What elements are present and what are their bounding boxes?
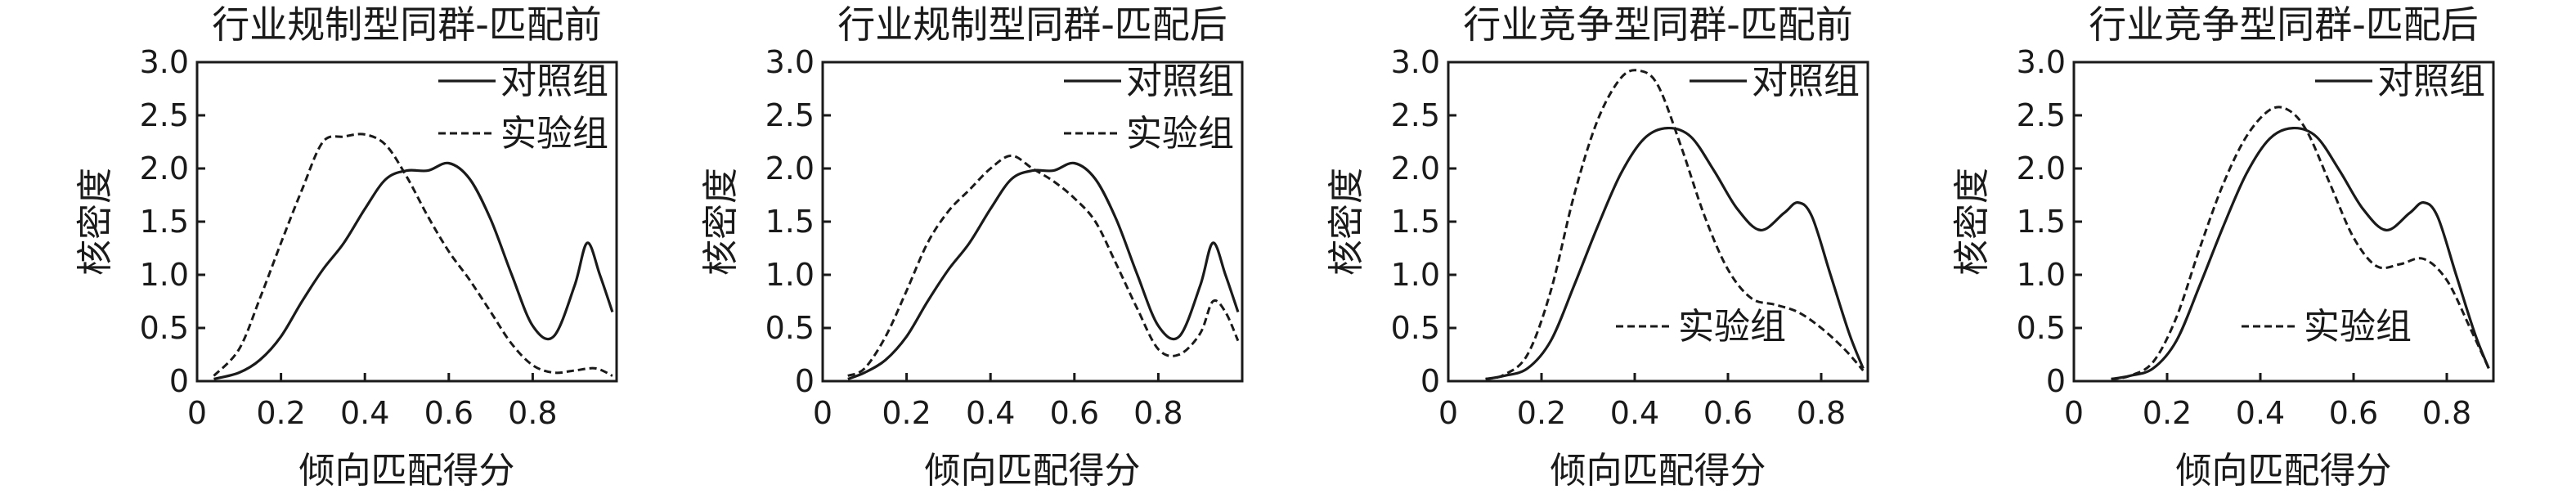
series-line-control bbox=[847, 161, 1240, 380]
legend-label: 实验组 bbox=[2304, 306, 2412, 348]
y-tick-label: 3.0 bbox=[2017, 44, 2066, 80]
legend-label: 实验组 bbox=[1126, 113, 1234, 155]
legend-label: 实验组 bbox=[1678, 306, 1786, 348]
x-tick-label: 0.8 bbox=[508, 395, 557, 431]
y-tick-label: 2.0 bbox=[2017, 150, 2066, 186]
x-tick-label: 0 bbox=[2064, 395, 2084, 431]
x-tick-label: 0.2 bbox=[256, 395, 305, 431]
series-line-control bbox=[2111, 126, 2490, 380]
series-line-treatment bbox=[847, 154, 1240, 377]
x-tick-label: 0 bbox=[1438, 395, 1458, 431]
y-tick-label: 3.0 bbox=[140, 44, 189, 80]
x-tick-label: 0.2 bbox=[882, 395, 931, 431]
y-tick-label: 0 bbox=[2046, 363, 2066, 399]
series-line-control bbox=[213, 161, 614, 380]
x-tick-label: 0 bbox=[813, 395, 832, 431]
series-line-treatment bbox=[2111, 106, 2490, 380]
x-tick-label: 0.8 bbox=[1133, 395, 1183, 431]
y-tick-label: 2.0 bbox=[140, 150, 189, 186]
x-tick-label: 0.4 bbox=[966, 395, 1015, 431]
y-axis-label: 核密度 bbox=[74, 168, 116, 276]
series-line-control bbox=[1485, 126, 1865, 380]
y-axis-label: 核密度 bbox=[700, 168, 742, 276]
y-tick-label: 2.5 bbox=[140, 97, 189, 133]
legend-label: 对照组 bbox=[2377, 61, 2485, 102]
x-tick-label: 0.4 bbox=[340, 395, 389, 431]
x-tick-label: 0.6 bbox=[2329, 395, 2378, 431]
chart-title: 行业规制型同群-匹配前 bbox=[212, 2, 602, 47]
chart-title: 行业竞争型同群-匹配后 bbox=[2089, 2, 2479, 47]
chart-panel-2: 行业规制型同群-匹配后 0 0.5 1.0 1.5 2.0 2.5 3.0 0 0.2 0.4 0.6… bbox=[700, 2, 1244, 492]
plot-frame bbox=[821, 61, 1244, 383]
x-tick-label: 0.8 bbox=[2422, 395, 2471, 431]
y-tick-label: 1.0 bbox=[1391, 257, 1440, 293]
y-tick-label: 0 bbox=[169, 363, 189, 399]
plot-frame bbox=[2072, 61, 2495, 383]
legend-label: 对照组 bbox=[1752, 61, 1860, 102]
chart-title: 行业规制型同群-匹配后 bbox=[837, 2, 1227, 47]
y-tick-label: 2.5 bbox=[2017, 97, 2066, 133]
chart-title: 行业竞争型同群-匹配前 bbox=[1463, 2, 1853, 47]
x-tick-label: 0.8 bbox=[1797, 395, 1846, 431]
x-axis-label: 倾向匹配得分 bbox=[299, 450, 515, 492]
y-tick-label: 3.0 bbox=[765, 44, 815, 80]
x-tick-label: 0.4 bbox=[2236, 395, 2285, 431]
x-axis-label: 倾向匹配得分 bbox=[2176, 450, 2392, 492]
y-tick-label: 2.0 bbox=[1391, 150, 1440, 186]
y-tick-label: 0 bbox=[795, 363, 815, 399]
series-line-treatment bbox=[213, 132, 613, 377]
x-tick-label: 0.2 bbox=[2143, 395, 2192, 431]
y-tick-label: 1.5 bbox=[140, 204, 189, 240]
y-tick-label: 0.5 bbox=[765, 310, 815, 346]
y-tick-label: 1.5 bbox=[765, 204, 815, 240]
y-tick-label: 1.0 bbox=[140, 257, 189, 293]
legend-label: 实验组 bbox=[500, 113, 608, 155]
plot-frame bbox=[195, 61, 618, 383]
plot-frame bbox=[1447, 61, 1869, 383]
y-tick-label: 0 bbox=[1420, 363, 1440, 399]
x-tick-label: 0.4 bbox=[1610, 395, 1659, 431]
y-tick-label: 3.0 bbox=[1391, 44, 1440, 80]
y-tick-label: 0.5 bbox=[2017, 310, 2066, 346]
y-tick-label: 2.0 bbox=[765, 150, 815, 186]
legend-label: 对照组 bbox=[500, 61, 608, 102]
y-tick-label: 1.0 bbox=[2017, 257, 2066, 293]
chart-panel-4: 行业竞争型同群-匹配后 0 0.5 1.0 1.5 2.0 2.5 3.0 0 0.2 0.4 0.6… bbox=[1951, 2, 2495, 492]
x-axis-label: 倾向匹配得分 bbox=[925, 450, 1141, 492]
x-tick-label: 0.6 bbox=[1050, 395, 1099, 431]
x-tick-label: 0.2 bbox=[1517, 395, 1566, 431]
y-tick-label: 0.5 bbox=[1391, 310, 1440, 346]
y-tick-label: 2.5 bbox=[1391, 97, 1440, 133]
y-tick-label: 1.5 bbox=[2017, 204, 2066, 240]
y-tick-label: 1.0 bbox=[765, 257, 815, 293]
series-line-treatment bbox=[1485, 69, 1865, 380]
y-axis-label: 核密度 bbox=[1326, 168, 1367, 276]
y-tick-label: 2.5 bbox=[765, 97, 815, 133]
x-tick-label: 0 bbox=[187, 395, 207, 431]
chart-panel-3: 行业竞争型同群-匹配前 0 0.5 1.0 1.5 2.0 2.5 3.0 0 0.2 0.4 0.6… bbox=[1326, 2, 1869, 492]
x-tick-label: 0.6 bbox=[424, 395, 473, 431]
y-tick-label: 1.5 bbox=[1391, 204, 1440, 240]
y-tick-label: 0.5 bbox=[140, 310, 189, 346]
legend-label: 对照组 bbox=[1126, 61, 1234, 102]
chart-panel-1: 行业规制型同群-匹配前 0 0.5 1.0 1.5 2.0 2.5 3.0 0 0.2 0.4 0.6… bbox=[74, 2, 618, 492]
x-axis-label: 倾向匹配得分 bbox=[1551, 450, 1766, 492]
x-tick-label: 0.6 bbox=[1703, 395, 1752, 431]
y-axis-label: 核密度 bbox=[1951, 168, 1993, 276]
